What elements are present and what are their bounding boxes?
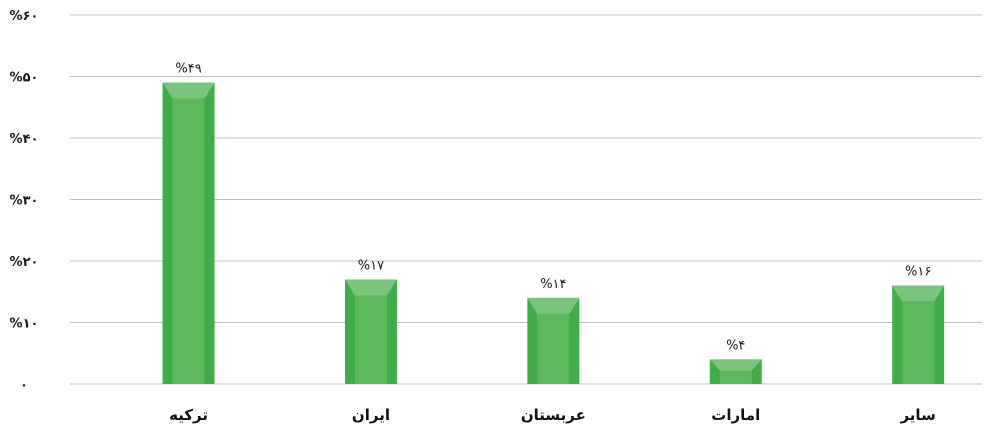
bar — [162, 82, 215, 385]
bars — [162, 82, 945, 385]
bar-top — [892, 285, 945, 302]
x-tick-label: ترکیه — [169, 406, 208, 424]
data-label: %۴۹ — [175, 62, 201, 77]
y-tick-label: %۳۰ — [10, 194, 39, 209]
bar-face — [354, 295, 387, 384]
bar — [709, 359, 762, 384]
bar-top — [527, 297, 580, 314]
bar-face — [172, 98, 205, 385]
y-tick-label: %۵۰ — [10, 71, 39, 86]
bar-face — [719, 370, 752, 384]
bar-top — [162, 82, 215, 99]
data-label: %۱۴ — [540, 277, 566, 292]
bar-face — [537, 313, 570, 384]
y-tick-label: ۰ — [20, 378, 28, 393]
bar — [344, 279, 397, 384]
x-tick-label: عربستان — [521, 406, 586, 424]
x-axis-ticks: ترکیه ایران عربستان امارات سایر — [169, 406, 936, 424]
bar-face — [902, 301, 935, 384]
y-tick-label: %۱۰ — [10, 317, 39, 332]
bar-top — [344, 279, 397, 296]
y-tick-label: %۶۰ — [10, 9, 39, 24]
bar-top — [709, 359, 762, 371]
data-label: %۱۶ — [905, 265, 931, 280]
data-labels: %۴۹ %۱۷ %۱۴ %۴ %۱۶ — [175, 62, 931, 354]
bar — [527, 297, 580, 384]
x-tick-label: امارات — [711, 406, 760, 424]
y-tick-label: %۲۰ — [10, 255, 39, 270]
bar — [892, 285, 945, 384]
gridlines — [70, 14, 982, 385]
data-label: %۴ — [726, 338, 745, 353]
data-label: %۱۷ — [358, 258, 384, 273]
y-axis-ticks: ۰ %۱۰ %۲۰ %۳۰ %۴۰ %۵۰ %۶۰ — [10, 9, 39, 393]
x-tick-label: ایران — [352, 406, 390, 424]
y-tick-label: %۴۰ — [10, 132, 39, 147]
x-tick-label: سایر — [899, 406, 935, 424]
